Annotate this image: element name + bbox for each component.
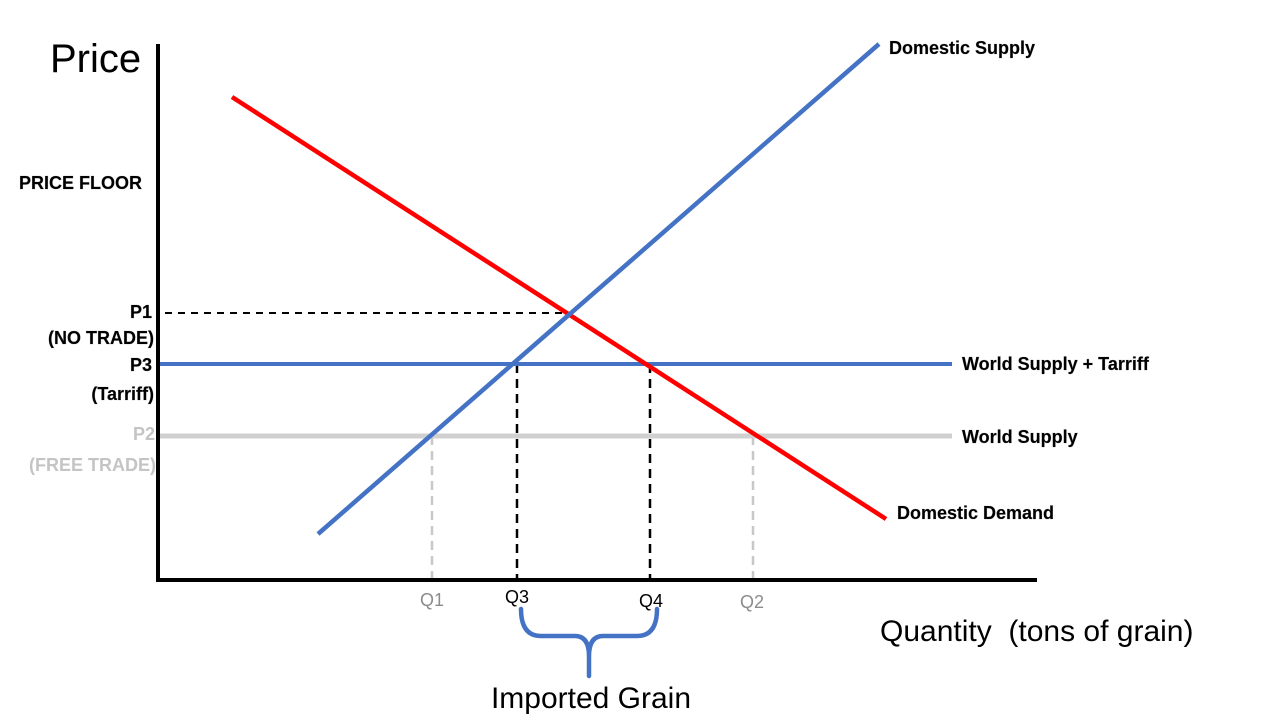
q1-label: Q1 [420, 590, 444, 610]
x-axis-title: Quantity (tons of grain) [880, 615, 1193, 648]
p1-label: P1 [130, 302, 152, 322]
p2-sublabel: (FREE TRADE) [29, 455, 156, 475]
domestic-supply-label: Domestic Supply [889, 38, 1035, 58]
q2-label: Q2 [740, 592, 764, 612]
world-supply-label: World Supply [962, 427, 1078, 447]
domestic-demand-label: Domestic Demand [897, 503, 1054, 523]
imported-grain-brace [518, 606, 660, 679]
price-floor-label: PRICE FLOOR [19, 173, 142, 193]
imported-grain-label: Imported Grain [491, 682, 691, 715]
y-axis-title: Price [50, 37, 141, 81]
domestic-supply-curve [316, 42, 881, 536]
p2-label: P2 [133, 424, 155, 444]
domestic-demand-curve [230, 95, 888, 521]
p3-label: P3 [130, 355, 152, 375]
q3-label: Q3 [505, 587, 529, 607]
world-supply-tariff-label: World Supply + Tarriff [962, 354, 1150, 374]
p1-sublabel: (NO TRADE) [48, 328, 154, 348]
q4-label: Q4 [639, 591, 663, 611]
p3-sublabel: (Tarriff) [91, 384, 154, 404]
